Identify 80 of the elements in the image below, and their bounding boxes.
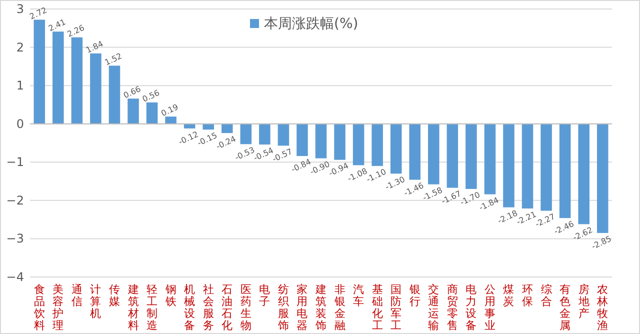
x-tick-label: 农林牧渔 bbox=[596, 283, 608, 332]
bar bbox=[259, 124, 270, 145]
x-tick-label: 电子 bbox=[259, 283, 270, 308]
bar bbox=[240, 124, 252, 144]
y-tick-label: 0 bbox=[16, 116, 24, 131]
bar bbox=[578, 124, 590, 224]
bar bbox=[315, 124, 327, 158]
x-tick-label: 有色金属 bbox=[560, 283, 571, 332]
bar bbox=[90, 53, 102, 124]
x-tick-label: 商贸零售 bbox=[446, 283, 458, 332]
data-label: 1.84 bbox=[84, 39, 105, 55]
data-label: 0.66 bbox=[122, 84, 142, 100]
bar bbox=[484, 124, 496, 194]
x-tick-label: 国防军工 bbox=[390, 283, 402, 332]
data-label: -0.84 bbox=[290, 157, 312, 174]
data-label: -0.53 bbox=[234, 145, 256, 162]
data-label: 1.52 bbox=[103, 52, 124, 68]
bar bbox=[296, 124, 308, 156]
x-tick-label: 综合 bbox=[540, 283, 552, 308]
bar bbox=[352, 124, 364, 166]
bar bbox=[503, 124, 514, 208]
x-tick-label: 传媒 bbox=[108, 283, 120, 308]
x-tick-label: 家用电器 bbox=[296, 283, 308, 332]
x-tick-label: 电力设备 bbox=[466, 283, 477, 332]
y-tick-label: −2 bbox=[6, 193, 24, 208]
x-tick-label: 建筑装饰 bbox=[314, 283, 326, 332]
bar bbox=[34, 20, 46, 124]
bar bbox=[596, 124, 608, 233]
bar bbox=[128, 98, 139, 124]
bar bbox=[559, 124, 571, 218]
bar bbox=[278, 124, 290, 146]
data-label: -0.12 bbox=[177, 130, 200, 147]
bar bbox=[540, 124, 552, 211]
y-tick-label: −1 bbox=[6, 155, 24, 170]
x-tick-label: 轻工制造 bbox=[146, 283, 158, 332]
y-tick-label: 3 bbox=[16, 2, 24, 16]
x-tick-label: 非银金融 bbox=[333, 283, 346, 332]
x-tick-label: 通信 bbox=[71, 283, 82, 308]
bar bbox=[428, 124, 440, 184]
x-tick-label: 石油石化 bbox=[222, 283, 233, 332]
x-tick-label: 交通运输 bbox=[428, 283, 440, 332]
y-tick-label: 2 bbox=[16, 40, 24, 54]
x-tick-label: 环保 bbox=[522, 283, 534, 308]
x-tick-label: 食品饮料 bbox=[32, 283, 45, 332]
data-label: 2.41 bbox=[47, 17, 68, 34]
x-tick-label: 公用事业 bbox=[484, 283, 496, 332]
x-tick-label: 纺织服饰 bbox=[276, 283, 289, 332]
bar bbox=[334, 124, 346, 160]
data-label: 2.26 bbox=[66, 23, 86, 39]
x-tick-label: 房地产 bbox=[577, 283, 590, 320]
bar bbox=[522, 124, 534, 208]
bar bbox=[390, 124, 402, 174]
bar bbox=[466, 124, 477, 189]
data-label: 2.72 bbox=[28, 6, 48, 22]
x-tick-label: 医药生物 bbox=[240, 283, 252, 332]
y-tick-label: −4 bbox=[6, 270, 24, 284]
x-tick-label: 美容护理 bbox=[52, 283, 64, 332]
bar bbox=[165, 116, 176, 124]
x-tick-label: 钢铁 bbox=[164, 283, 176, 308]
x-tick-label: 建筑材料 bbox=[126, 283, 139, 332]
bar bbox=[221, 124, 233, 134]
x-tick-label: 计算机 bbox=[90, 283, 102, 320]
bar bbox=[372, 124, 383, 166]
data-label: 0.56 bbox=[141, 88, 161, 104]
bar bbox=[71, 37, 83, 124]
y-tick-label: −3 bbox=[6, 232, 24, 246]
bar bbox=[52, 32, 64, 124]
bar bbox=[146, 102, 158, 124]
x-tick-label: 机械设备 bbox=[184, 283, 196, 332]
x-tick-label: 银行 bbox=[408, 283, 420, 308]
x-tick-label: 社会服务 bbox=[202, 283, 214, 332]
bar bbox=[108, 66, 120, 124]
bar bbox=[409, 124, 421, 180]
bar bbox=[446, 124, 458, 188]
y-tick-label: 1 bbox=[16, 78, 24, 93]
x-tick-label: 基础化工 bbox=[370, 283, 383, 332]
x-tick-label: 汽车 bbox=[353, 283, 364, 308]
x-tick-label: 煤炭 bbox=[503, 283, 514, 308]
data-label: 0.19 bbox=[160, 102, 180, 118]
legend-label: 本周涨跌幅(%) bbox=[264, 16, 358, 32]
